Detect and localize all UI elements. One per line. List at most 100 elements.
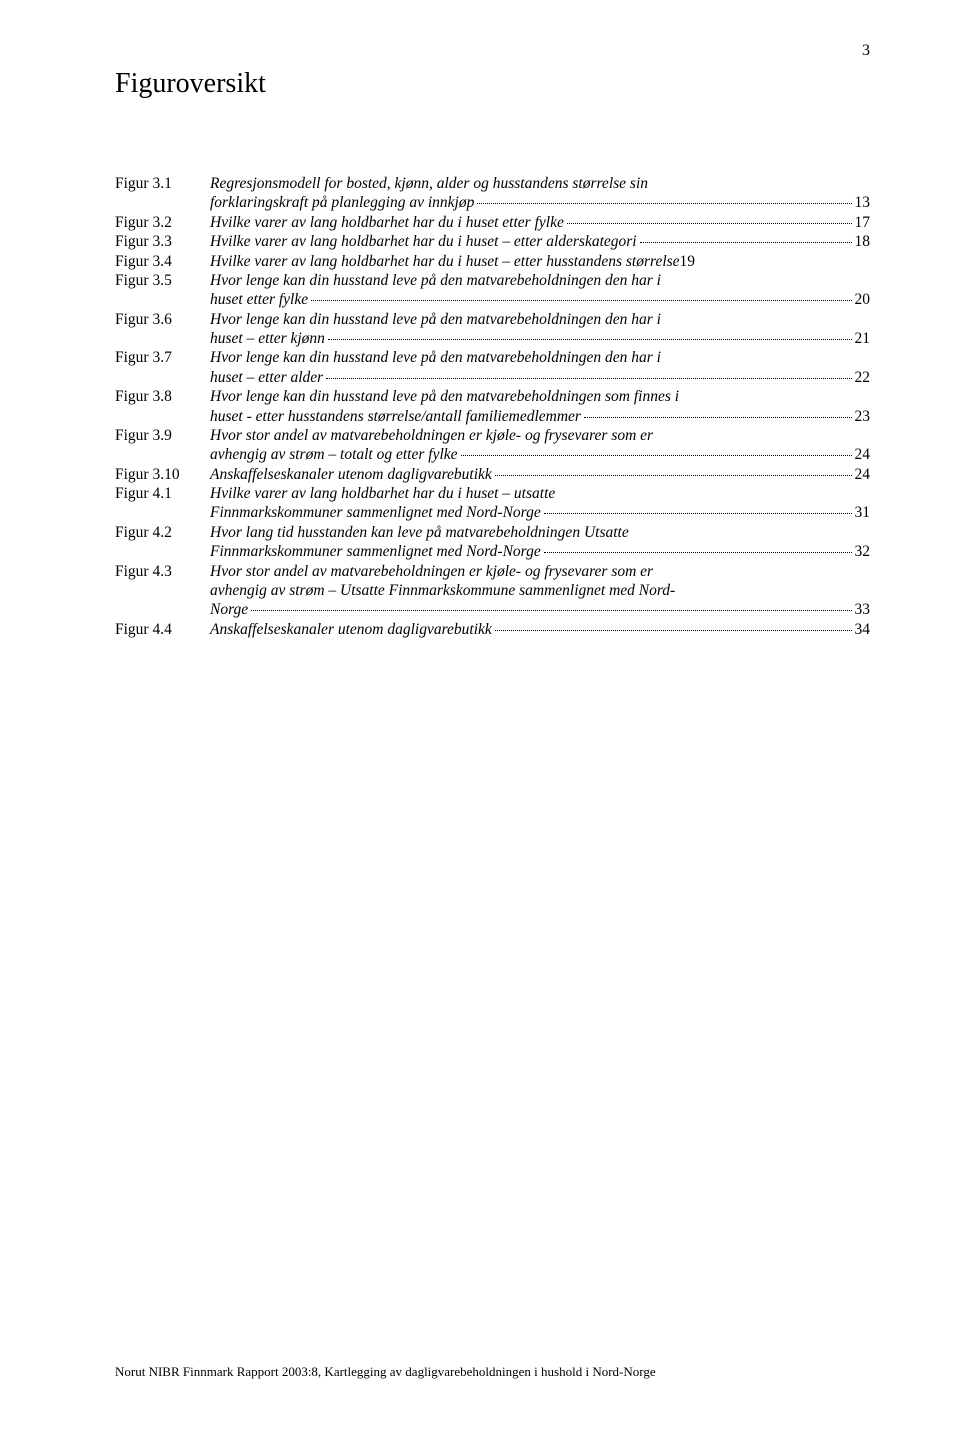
entry-last-text: huset - etter husstandens størrelse/anta… [210, 407, 581, 426]
toc-entry: Figur 4.1Hvilke varer av lang holdbarhet… [115, 484, 870, 523]
figure-list: Figur 3.1Regresjonsmodell for bosted, kj… [115, 174, 870, 639]
toc-entry: Figur 3.3Hvilke varer av lang holdbarhet… [115, 232, 870, 251]
footer-text: Norut NIBR Finnmark Rapport 2003:8, Kart… [115, 1364, 656, 1380]
entry-page: 19 [680, 252, 696, 271]
entry-page: 17 [855, 213, 871, 232]
page-number: 3 [862, 42, 870, 60]
toc-entry: Figur 3.7Hvor lenge kan din husstand lev… [115, 348, 870, 387]
toc-entry: Figur 3.8Hvor lenge kan din husstand lev… [115, 387, 870, 426]
entry-last-text: huset – etter kjønn [210, 329, 325, 348]
figure-label: Figur 3.5 [115, 271, 210, 290]
entry-text: Hvor lenge kan din husstand leve på den … [210, 310, 870, 329]
entry-last-text: Finnmarkskommuner sammenlignet med Nord-… [210, 542, 541, 561]
entry-body: Hvilke varer av lang holdbarhet har du i… [210, 252, 870, 271]
page-title: Figuroversikt [115, 68, 870, 100]
entry-text: Hvor lenge kan din husstand leve på den … [210, 348, 870, 367]
leader-dots [251, 610, 851, 611]
figure-label: Figur 4.4 [115, 620, 210, 639]
entry-last-line: huset etter fylke 20 [210, 290, 870, 309]
figure-label: Figur 3.8 [115, 387, 210, 406]
entry-body: Hvilke varer av lang holdbarhet har du i… [210, 484, 870, 523]
entry-last-line: Finnmarkskommuner sammenlignet med Nord-… [210, 503, 870, 522]
leader-dots [567, 223, 852, 224]
leader-dots [495, 630, 852, 631]
entry-page: 21 [855, 329, 871, 348]
entry-page: 33 [855, 600, 871, 619]
entry-last-line: Hvilke varer av lang holdbarhet har du i… [210, 232, 870, 251]
entry-last-line: Hvilke varer av lang holdbarhet har du i… [210, 213, 870, 232]
entry-last-line: forklaringskraft på planlegging av innkj… [210, 193, 870, 212]
entry-body: Hvor lenge kan din husstand leve på den … [210, 310, 870, 349]
entry-text: Hvor stor andel av matvarebeholdningen e… [210, 426, 870, 445]
toc-entry: Figur 4.4Anskaffelseskanaler utenom dagl… [115, 620, 870, 639]
entry-page: 24 [855, 465, 871, 484]
entry-body: Hvor lenge kan din husstand leve på den … [210, 348, 870, 387]
entry-text: Hvor lenge kan din husstand leve på den … [210, 387, 870, 406]
figure-label: Figur 4.2 [115, 523, 210, 542]
entry-text: Hvor lang tid husstanden kan leve på mat… [210, 523, 870, 542]
toc-entry: Figur 3.9Hvor stor andel av matvarebehol… [115, 426, 870, 465]
entry-page: 32 [855, 542, 871, 561]
entry-last-text: Anskaffelseskanaler utenom dagligvarebut… [210, 465, 492, 484]
figure-label: Figur 3.10 [115, 465, 210, 484]
entry-last-line: Finnmarkskommuner sammenlignet med Nord-… [210, 542, 870, 561]
entry-last-line: huset – etter alder 22 [210, 368, 870, 387]
figure-label: Figur 3.4 [115, 252, 210, 271]
figure-label: Figur 3.2 [115, 213, 210, 232]
entry-body: Anskaffelseskanaler utenom dagligvarebut… [210, 465, 870, 484]
entry-last-text: Hvilke varer av lang holdbarhet har du i… [210, 213, 564, 232]
figure-label: Figur 3.6 [115, 310, 210, 329]
entry-text: avhengig av strøm – Utsatte Finnmarkskom… [210, 581, 870, 600]
leader-dots [584, 417, 852, 418]
entry-last-text: Anskaffelseskanaler utenom dagligvarebut… [210, 620, 492, 639]
toc-entry: Figur 3.2Hvilke varer av lang holdbarhet… [115, 213, 870, 232]
entry-body: Hvilke varer av lang holdbarhet har du i… [210, 232, 870, 251]
toc-entry: Figur 3.1Regresjonsmodell for bosted, kj… [115, 174, 870, 213]
entry-last-text: huset – etter alder [210, 368, 323, 387]
entry-last-text: Norge [210, 600, 248, 619]
leader-dots [461, 455, 852, 456]
entry-body: Hvor stor andel av matvarebeholdningen e… [210, 426, 870, 465]
entry-last-text: Hvilke varer av lang holdbarhet har du i… [210, 252, 680, 271]
entry-last-text: Hvilke varer av lang holdbarhet har du i… [210, 232, 637, 251]
leader-dots [477, 203, 851, 204]
toc-entry: Figur 3.4Hvilke varer av lang holdbarhet… [115, 252, 870, 271]
entry-text: Hvor lenge kan din husstand leve på den … [210, 271, 870, 290]
entry-last-text: huset etter fylke [210, 290, 308, 309]
entry-page: 34 [855, 620, 871, 639]
entry-page: 13 [855, 193, 871, 212]
leader-dots [495, 475, 852, 476]
entry-last-text: forklaringskraft på planlegging av innkj… [210, 193, 474, 212]
entry-body: Hvor lang tid husstanden kan leve på mat… [210, 523, 870, 562]
entry-page: 24 [855, 445, 871, 464]
entry-body: Hvilke varer av lang holdbarhet har du i… [210, 213, 870, 232]
toc-entry: Figur 3.10Anskaffelseskanaler utenom dag… [115, 465, 870, 484]
entry-last-text: avhengig av strøm – totalt og etter fylk… [210, 445, 458, 464]
leader-dots [544, 552, 852, 553]
leader-dots [311, 300, 851, 301]
entry-text: Hvor stor andel av matvarebeholdningen e… [210, 562, 870, 581]
figure-label: Figur 3.9 [115, 426, 210, 445]
figure-label: Figur 3.7 [115, 348, 210, 367]
entry-body: Hvor lenge kan din husstand leve på den … [210, 387, 870, 426]
leader-dots [544, 513, 852, 514]
entry-body: Anskaffelseskanaler utenom dagligvarebut… [210, 620, 870, 639]
entry-text: Regresjonsmodell for bosted, kjønn, alde… [210, 174, 870, 193]
entry-page: 18 [855, 232, 871, 251]
toc-entry: Figur 4.3Hvor stor andel av matvarebehol… [115, 562, 870, 620]
entry-last-line: huset – etter kjønn 21 [210, 329, 870, 348]
leader-dots [326, 378, 851, 379]
entry-body: Hvor lenge kan din husstand leve på den … [210, 271, 870, 310]
entry-last-line: huset - etter husstandens størrelse/anta… [210, 407, 870, 426]
entry-body: Hvor stor andel av matvarebeholdningen e… [210, 562, 870, 620]
figure-label: Figur 4.1 [115, 484, 210, 503]
entry-last-line: avhengig av strøm – totalt og etter fylk… [210, 445, 870, 464]
entry-page: 20 [855, 290, 871, 309]
figure-label: Figur 3.3 [115, 232, 210, 251]
entry-page: 22 [855, 368, 871, 387]
leader-dots [640, 242, 852, 243]
entry-last-line: Anskaffelseskanaler utenom dagligvarebut… [210, 620, 870, 639]
toc-entry: Figur 3.5Hvor lenge kan din husstand lev… [115, 271, 870, 310]
entry-page: 23 [855, 407, 871, 426]
entry-last-line: Hvilke varer av lang holdbarhet har du i… [210, 252, 870, 271]
